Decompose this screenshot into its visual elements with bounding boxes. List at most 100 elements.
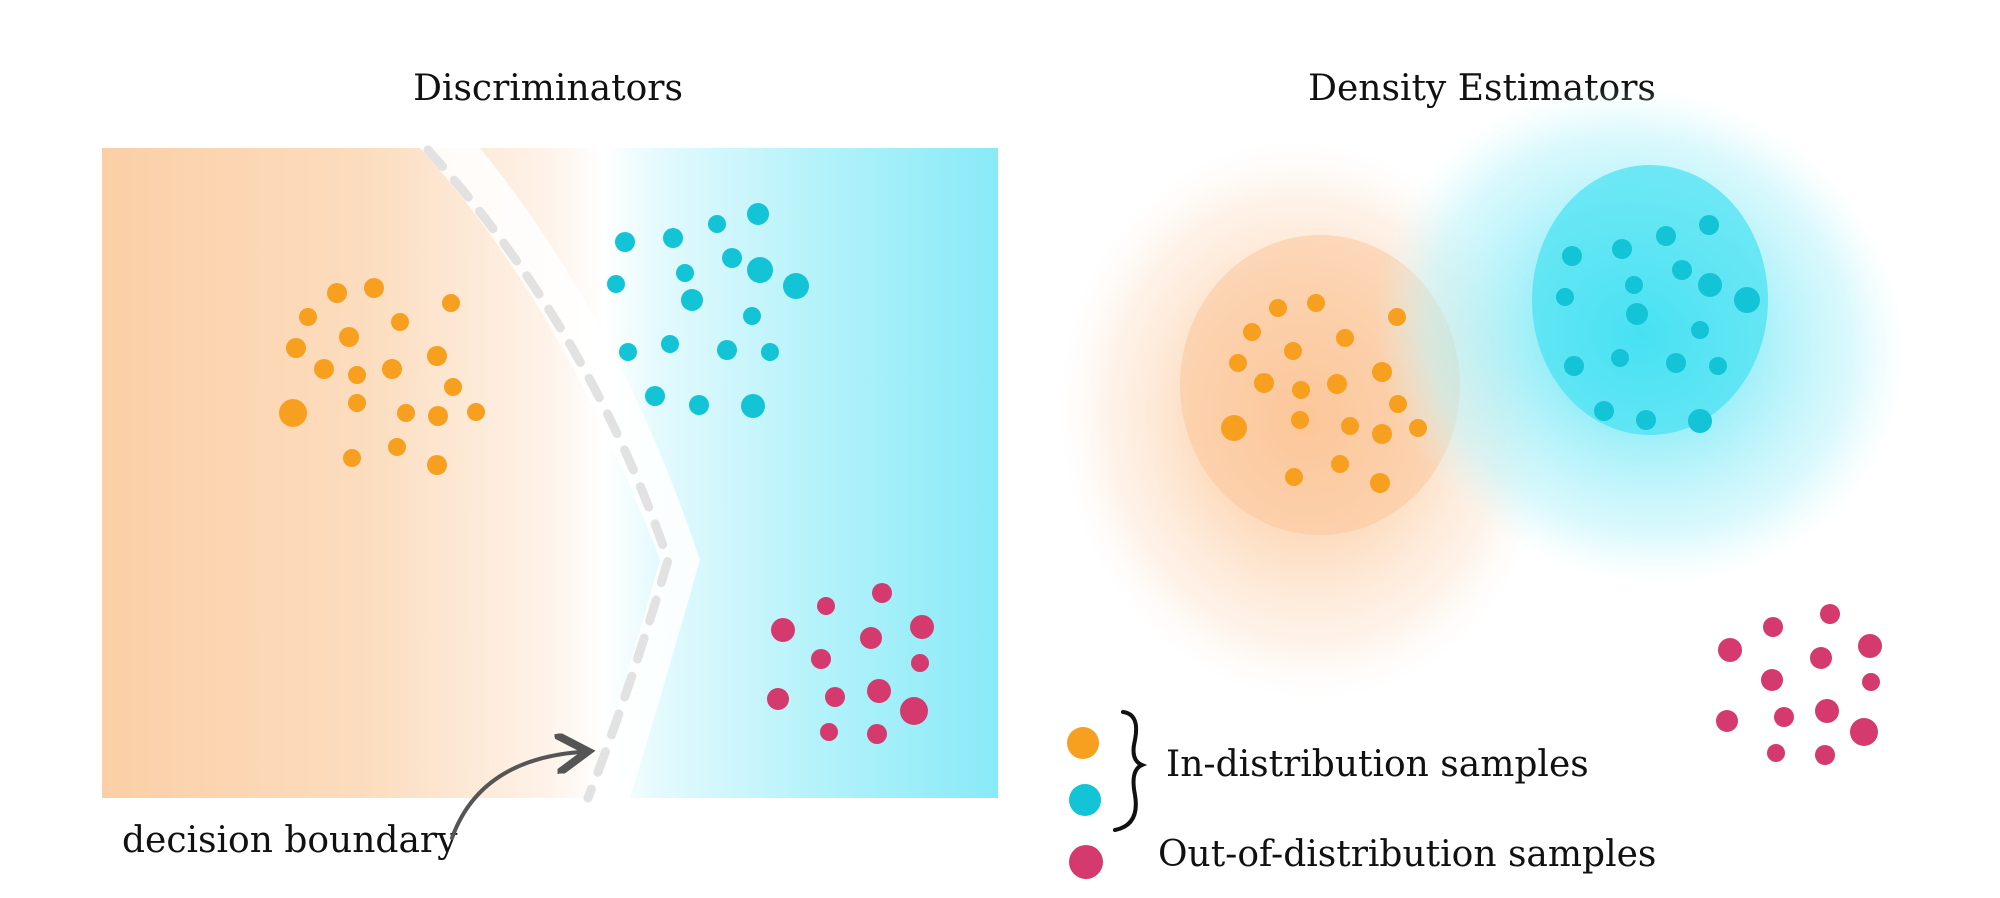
cyan-sample bbox=[1612, 239, 1632, 259]
decision-boundary-label: decision boundary bbox=[122, 820, 458, 861]
cyan-sample bbox=[741, 394, 765, 418]
ood-sample bbox=[820, 723, 838, 741]
cyan-sample bbox=[1556, 288, 1574, 306]
cyan-sample bbox=[708, 215, 726, 233]
cyan-sample bbox=[1656, 226, 1676, 246]
cyan-sample bbox=[747, 257, 773, 283]
orange-sample bbox=[1336, 329, 1354, 347]
orange-sample bbox=[348, 366, 366, 384]
legend: In-distribution samples Out-of-distribut… bbox=[1067, 710, 1656, 879]
cyan-sample bbox=[619, 343, 637, 361]
decision-boundary-line bbox=[423, 145, 673, 803]
ood-sample bbox=[817, 597, 835, 615]
orange-sample bbox=[1291, 411, 1309, 429]
ood-sample bbox=[860, 627, 882, 649]
cyan-sample bbox=[1698, 273, 1722, 297]
ood-sample bbox=[1774, 707, 1794, 727]
cyan-sample bbox=[663, 228, 683, 248]
cyan-sample bbox=[747, 203, 769, 225]
ood-sample bbox=[1862, 673, 1880, 691]
ood-sample bbox=[911, 654, 929, 672]
orange-sample bbox=[299, 308, 317, 326]
ood-sample bbox=[872, 583, 892, 603]
orange-sample bbox=[467, 403, 485, 421]
cyan-sample bbox=[689, 395, 709, 415]
orange-sample bbox=[397, 404, 415, 422]
ood-sample bbox=[1815, 699, 1839, 723]
ood-sample bbox=[767, 688, 789, 710]
cyan-sample bbox=[1672, 260, 1692, 280]
density-samples bbox=[1221, 215, 1882, 765]
orange-sample bbox=[1284, 342, 1302, 360]
cyan-sample bbox=[1611, 349, 1629, 367]
orange-sample bbox=[279, 399, 307, 427]
discriminator-samples bbox=[279, 203, 934, 744]
cyan-sample bbox=[1699, 215, 1719, 235]
orange-sample bbox=[1389, 395, 1407, 413]
ood-sample bbox=[1718, 638, 1742, 662]
cyan-sample bbox=[681, 289, 703, 311]
legend-ood-dot bbox=[1069, 845, 1103, 879]
orange-sample bbox=[364, 278, 384, 298]
ood-sample bbox=[1761, 669, 1783, 691]
orange-sample bbox=[428, 406, 448, 426]
cyan-sample bbox=[717, 340, 737, 360]
orange-sample bbox=[382, 359, 402, 379]
orange-sample bbox=[286, 338, 306, 358]
orange-sample bbox=[1372, 362, 1392, 382]
ood-sample bbox=[1858, 634, 1882, 658]
cyan-sample bbox=[1636, 410, 1656, 430]
orange-sample bbox=[1372, 424, 1392, 444]
orange-sample bbox=[1341, 417, 1359, 435]
discriminator-panel bbox=[102, 145, 998, 803]
orange-sample bbox=[343, 449, 361, 467]
ood-sample bbox=[1716, 710, 1738, 732]
legend-orange-dot bbox=[1067, 727, 1099, 759]
orange-sample bbox=[388, 438, 406, 456]
ood-sample bbox=[900, 697, 928, 725]
legend-brace bbox=[1113, 710, 1148, 832]
orange-sample bbox=[427, 455, 447, 475]
orange-sample bbox=[1331, 455, 1349, 473]
orange-sample bbox=[1269, 299, 1287, 317]
density-panel bbox=[1059, 85, 1906, 765]
orange-sample bbox=[1292, 381, 1310, 399]
decision-boundary-arrow bbox=[450, 752, 580, 840]
ood-sample bbox=[867, 724, 887, 744]
orange-sample bbox=[444, 378, 462, 396]
ood-sample bbox=[811, 649, 831, 669]
orange-sample bbox=[442, 294, 460, 312]
orange-sample bbox=[314, 359, 334, 379]
orange-sample bbox=[427, 346, 447, 366]
cyan-sample bbox=[743, 307, 761, 325]
cyan-sample bbox=[615, 232, 635, 252]
cyan-sample bbox=[1626, 303, 1648, 325]
orange-sample bbox=[1221, 415, 1247, 441]
cyan-sample bbox=[1691, 321, 1709, 339]
ood-sample bbox=[1815, 745, 1835, 765]
orange-sample bbox=[327, 283, 347, 303]
ood-sample bbox=[1820, 604, 1840, 624]
ood-sample bbox=[867, 679, 891, 703]
orange-sample bbox=[1327, 374, 1347, 394]
legend-ood-label: Out-of-distribution samples bbox=[1158, 834, 1656, 875]
boundary-band bbox=[420, 148, 700, 798]
ood-sample bbox=[910, 615, 934, 639]
orange-sample bbox=[339, 327, 359, 347]
left-panel-title: Discriminators bbox=[413, 68, 683, 109]
cyan-sample bbox=[645, 386, 665, 406]
ood-sample bbox=[771, 618, 795, 642]
orange-sample bbox=[1409, 419, 1427, 437]
orange-sample bbox=[1388, 308, 1406, 326]
cyan-sample bbox=[1564, 356, 1584, 376]
orange-sample bbox=[1254, 373, 1274, 393]
legend-in-distribution-label: In-distribution samples bbox=[1166, 744, 1589, 785]
cyan-sample bbox=[1594, 401, 1614, 421]
cyan-sample bbox=[783, 273, 809, 299]
ood-sample bbox=[1810, 647, 1832, 669]
ood-sample bbox=[1850, 718, 1878, 746]
legend-cyan-dot bbox=[1069, 784, 1101, 816]
cyan-sample bbox=[607, 275, 625, 293]
cyan-sample bbox=[761, 343, 779, 361]
